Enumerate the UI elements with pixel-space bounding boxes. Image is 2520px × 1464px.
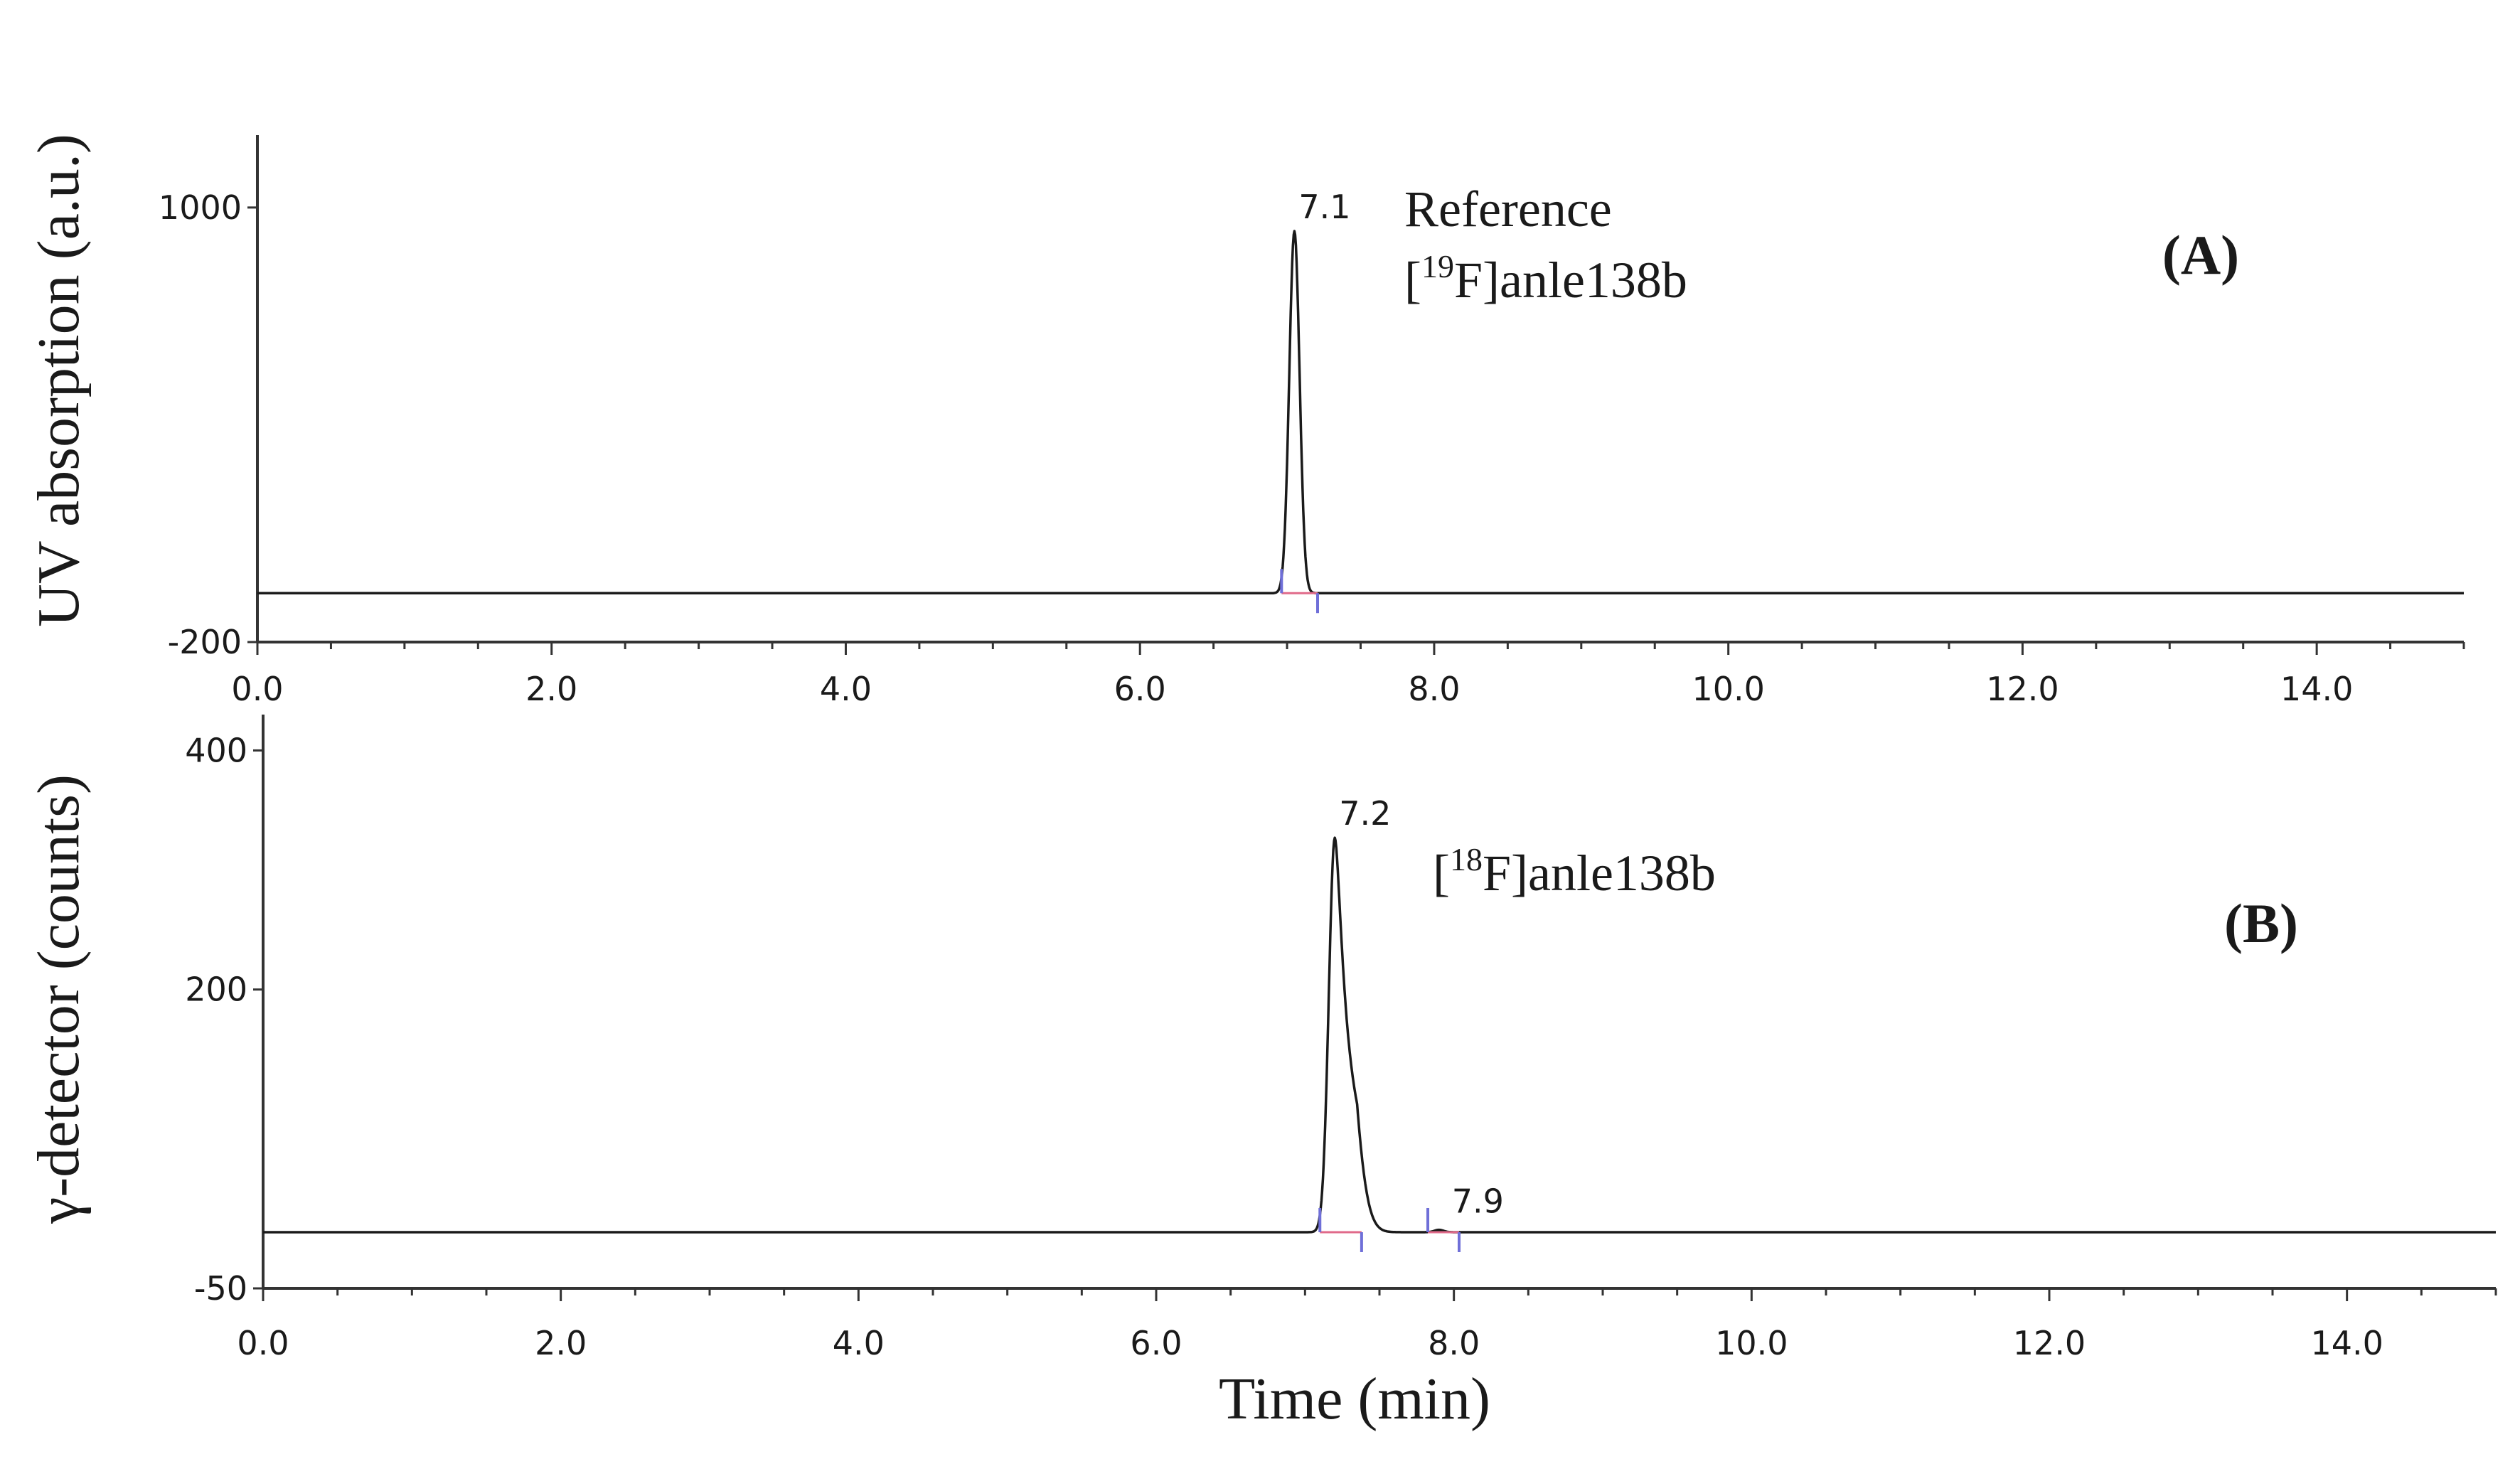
panel-a-tag: (A) bbox=[2162, 224, 2239, 286]
panel-b-plot: 0.0 2.0 4.0 6.0 8.0 10.0 12.0 14.0 400 200 -50 7.2 7… bbox=[185, 715, 2497, 1362]
panel-b-y-tick-label: -50 bbox=[194, 1269, 247, 1308]
panel-a-trace bbox=[257, 230, 2465, 594]
panel-b-peak-label: 7.9 bbox=[1452, 1182, 1504, 1221]
panel-b-annotation-superscript: 18 bbox=[1450, 841, 1483, 877]
panel-b-trace bbox=[262, 836, 2497, 1234]
panel-b-peak-label: 7.2 bbox=[1339, 794, 1391, 833]
panel-a-y-tick-label: -200 bbox=[168, 623, 242, 661]
panel-b-x-tick-label: 12.0 bbox=[2013, 1324, 2086, 1362]
panel-b-x-tick-label: 0.0 bbox=[237, 1324, 289, 1362]
panel-a-annotation-superscript: 19 bbox=[1421, 248, 1454, 284]
panel-b-annotation-bracket: [ bbox=[1433, 845, 1450, 902]
panel-b-x-tick-label: 4.0 bbox=[833, 1324, 885, 1362]
panel-b-y-tick-label: 400 bbox=[185, 731, 247, 769]
panel-a-x-tick-label: 12.0 bbox=[1986, 670, 2059, 708]
panel-a-x-tick-label: 14.0 bbox=[2280, 670, 2353, 708]
panel-a-ylabel: UV absorption (a.u.) bbox=[26, 134, 92, 627]
panel-a-peak-label: 7.1 bbox=[1298, 188, 1350, 226]
panel-b-x-tick-label: 2.0 bbox=[535, 1324, 587, 1362]
panel-a-annotation-name: F]anle138b bbox=[1454, 252, 1687, 309]
panel-a-annotation-line1: Reference bbox=[1404, 181, 1612, 237]
panel-a-x-tick-label: 6.0 bbox=[1114, 670, 1166, 708]
panel-a-plot: 0.0 2.0 4.0 6.0 8.0 10.0 12.0 14.0 1000 -200 7.1 bbox=[159, 135, 2465, 708]
panel-b-x-tick-label: 14.0 bbox=[2310, 1324, 2383, 1362]
panel-b-ylabel: γ-detector (counts) bbox=[26, 774, 92, 1224]
panel-b-x-tick-label: 6.0 bbox=[1130, 1324, 1182, 1362]
panel-a-annotation-bracket: [ bbox=[1404, 252, 1421, 309]
panel-b-x-tick-label: 10.0 bbox=[1715, 1324, 1788, 1362]
panel-b-y-tick-label: 200 bbox=[185, 971, 247, 1009]
panel-b-annotation-name: F]anle138b bbox=[1483, 845, 1716, 902]
panel-a-x-tick-label: 8.0 bbox=[1408, 670, 1460, 708]
panel-b-x-tick-label: 8.0 bbox=[1428, 1324, 1480, 1362]
panel-a-annotation-line2: [19F]anle138b bbox=[1404, 248, 1687, 309]
panel-b-tag: (B) bbox=[2224, 892, 2298, 954]
panel-a-x-tick-label: 2.0 bbox=[525, 670, 577, 708]
panel-a-x-tick-label: 10.0 bbox=[1692, 670, 1764, 708]
panel-a-y-tick-label: 1000 bbox=[159, 188, 242, 227]
panel-a-x-tick-label: 0.0 bbox=[231, 670, 283, 708]
panel-b-annotation: [18F]anle138b bbox=[1433, 841, 1716, 902]
panel-b-xlabel: Time (min) bbox=[1219, 1366, 1490, 1432]
panel-a-x-tick-label: 4.0 bbox=[820, 670, 872, 708]
